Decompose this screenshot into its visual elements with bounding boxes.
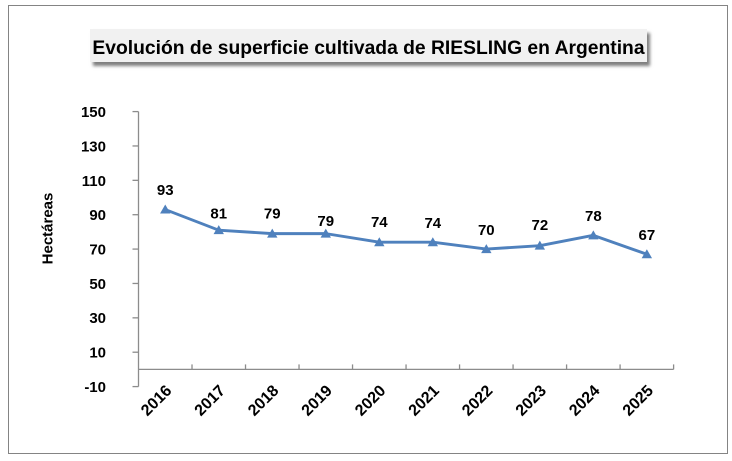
svg-text:2021: 2021 [406,382,443,419]
svg-text:-10: -10 [84,379,106,396]
svg-text:2019: 2019 [299,382,336,419]
svg-text:2017: 2017 [192,382,229,419]
svg-text:81: 81 [210,205,227,222]
svg-text:30: 30 [89,310,106,327]
svg-text:72: 72 [531,217,548,234]
svg-text:74: 74 [371,214,388,231]
svg-text:2016: 2016 [138,382,175,419]
svg-text:50: 50 [89,276,106,293]
svg-text:70: 70 [89,242,106,259]
svg-text:2022: 2022 [459,382,496,419]
svg-text:2023: 2023 [513,382,550,419]
svg-text:2020: 2020 [352,382,389,419]
svg-text:110: 110 [82,173,106,190]
svg-text:78: 78 [585,208,602,225]
svg-text:10: 10 [89,345,106,362]
svg-text:150: 150 [81,104,106,121]
svg-text:79: 79 [264,206,281,223]
svg-text:Hectáreas: Hectáreas [40,193,57,265]
svg-text:2025: 2025 [620,382,657,419]
svg-text:130: 130 [81,138,106,155]
svg-text:90: 90 [89,207,106,224]
svg-text:70: 70 [478,222,495,239]
svg-text:74: 74 [424,215,441,232]
svg-text:79: 79 [317,213,334,230]
svg-text:2018: 2018 [245,382,282,419]
svg-text:2024: 2024 [566,382,603,419]
svg-text:93: 93 [157,182,174,199]
svg-text:67: 67 [639,227,656,244]
